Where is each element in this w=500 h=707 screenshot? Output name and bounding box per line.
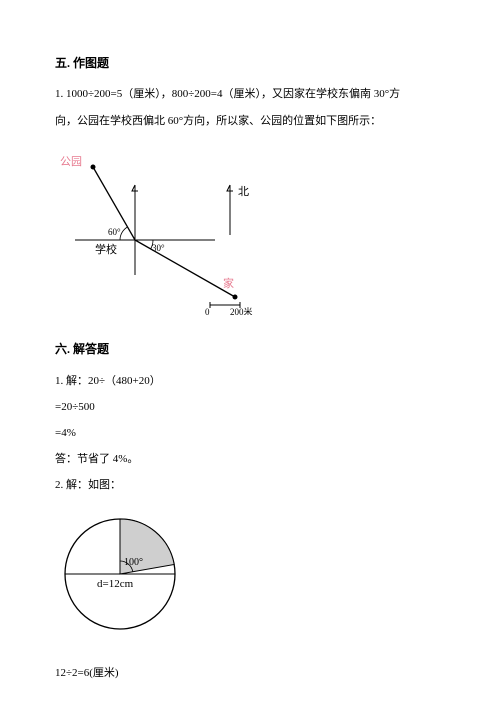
s6p1-line1: 1. 解：20÷（480+20） — [55, 369, 445, 393]
s6p1-line3: =4% — [55, 421, 445, 445]
section5-problem1-line2: 向，公园在学校西偏北 60°方向，所以家、公园的位置如下图所示： — [55, 109, 445, 133]
s6p2-line1: 2. 解：如图： — [55, 473, 445, 497]
angle-30: 30° — [152, 243, 165, 253]
angle-100: 100° — [124, 557, 143, 568]
s6p2-line2: 12÷2=6(厘米) — [55, 661, 445, 685]
park-label: 公园 — [60, 155, 82, 168]
school-label: 学校 — [95, 242, 117, 256]
home-label: 家 — [223, 276, 234, 290]
section5-problem1-line1: 1. 1000÷200=5（厘米），800÷200=4（厘米），又因家在学校东偏… — [55, 82, 445, 106]
direction-diagram: 北 公园 家 60° 30° 学校 0 200米 — [55, 145, 445, 324]
circle-diagram: 100° d=12cm — [55, 509, 445, 648]
section5-heading: 五. 作图题 — [55, 50, 445, 76]
section6-heading: 六. 解答题 — [55, 336, 445, 362]
diameter-label: d=12cm — [97, 578, 134, 590]
scale-0: 0 — [205, 307, 210, 315]
s6p1-line2: =20÷500 — [55, 395, 445, 419]
north-label: 北 — [238, 185, 249, 198]
scale-200: 200米 — [230, 306, 253, 315]
angle-60: 60° — [108, 227, 121, 237]
s6p1-line4: 答：节省了 4%。 — [55, 447, 445, 471]
